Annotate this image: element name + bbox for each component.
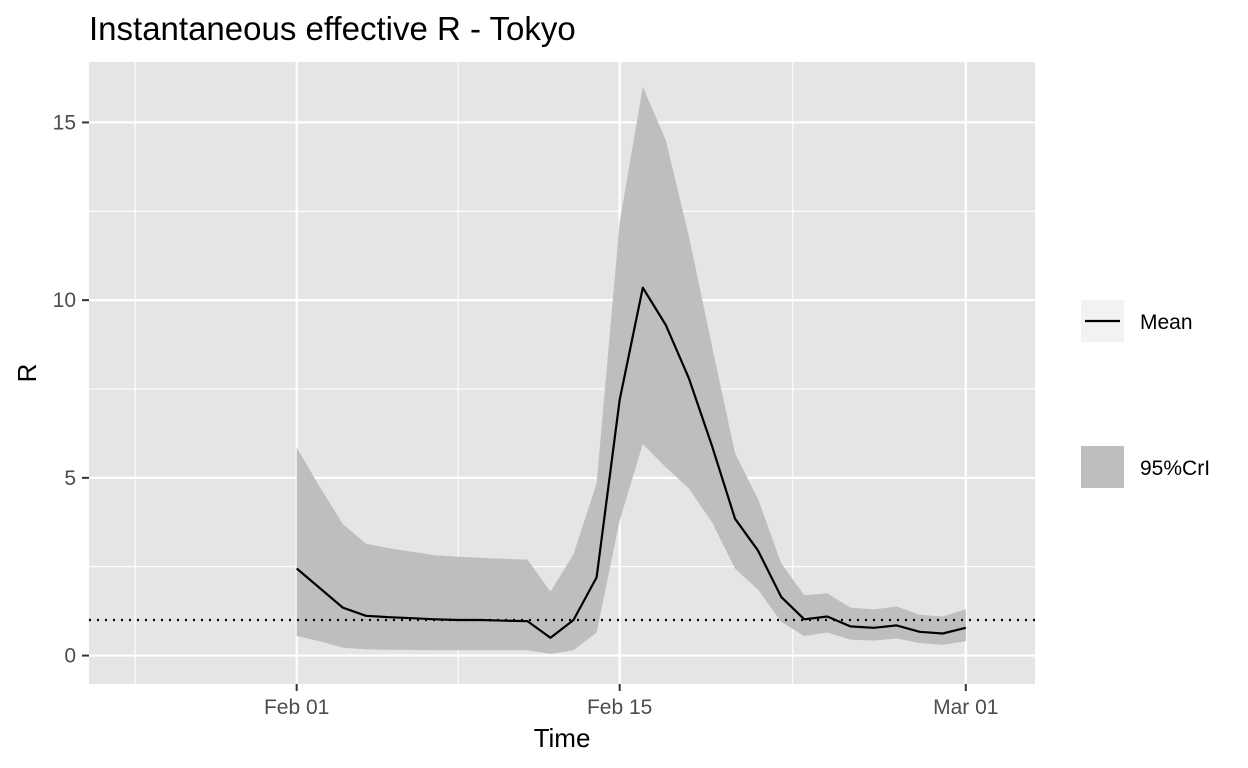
y-tick-label: 5 xyxy=(64,467,76,490)
y-tick-label: 0 xyxy=(64,645,76,668)
legend-key-ribbon xyxy=(1081,446,1124,488)
x-tick-label: Feb 15 xyxy=(587,696,652,719)
credible-interval-ribbon xyxy=(296,86,966,654)
mean-line xyxy=(295,286,967,639)
x-axis-title: Time xyxy=(534,723,591,753)
y-tick-label: 10 xyxy=(53,289,76,312)
x-tick-label: Mar 01 xyxy=(933,696,998,719)
legend: Mean 95%CrI xyxy=(1081,300,1210,488)
chart-title: Instantaneous effective R - Tokyo xyxy=(89,10,576,47)
y-axis-title: R xyxy=(12,364,42,383)
y-tick-label: 15 xyxy=(53,111,76,134)
x-axis: Feb 01 Feb 15 Mar 01 xyxy=(264,684,998,719)
major-gridlines xyxy=(89,62,1035,684)
y-axis: 0 5 10 15 xyxy=(53,111,89,668)
legend-label-ribbon: 95%CrI xyxy=(1140,457,1210,480)
x-tick-label: Feb 01 xyxy=(264,696,329,719)
legend-label-mean: Mean xyxy=(1140,311,1193,334)
